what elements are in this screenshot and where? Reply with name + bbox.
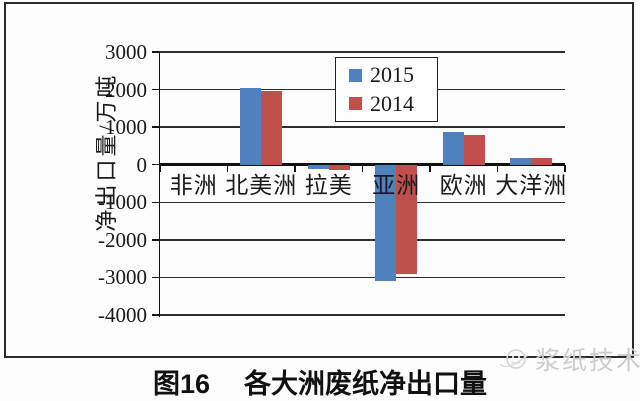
- y-tick-label--1000: -1000: [98, 190, 147, 215]
- bar-2015-大洋洲: [510, 157, 532, 165]
- figure-number: 图16: [152, 369, 211, 399]
- chart-frame: [4, 2, 634, 358]
- bar-2014-北美洲: [261, 91, 283, 165]
- gridline--3000: [160, 276, 565, 279]
- watermark: 浆纸技术: [497, 341, 640, 377]
- y-axis-title: 净出口量/万吨: [94, 72, 119, 232]
- x-category-label-亚洲: 亚洲: [372, 172, 421, 198]
- smiley-orbit-logo-icon: [499, 349, 529, 369]
- y-tick-label-2000: 2000: [105, 77, 147, 102]
- y-axis-tick-1000: [152, 126, 160, 128]
- x-category-label-拉美: 拉美: [304, 172, 353, 198]
- gridline-1000: [160, 126, 565, 128]
- chart-legend: 2015 2014: [335, 57, 438, 122]
- legend-entry-2015: 2015: [349, 64, 437, 86]
- x-axis-category-tick-5: [496, 164, 499, 172]
- y-axis-tick--1000: [152, 201, 160, 204]
- legend-swatch-2015: [349, 68, 362, 82]
- bar-2015-亚洲: [375, 164, 397, 282]
- y-axis-tick--3000: [152, 276, 160, 279]
- y-axis-line: [158, 52, 160, 317]
- y-axis-tick-0: [152, 163, 160, 166]
- y-tick-label-3000: 3000: [105, 40, 147, 64]
- x-axis-category-tick-0: [159, 164, 161, 172]
- gridline--4000: [160, 314, 565, 316]
- bar-2015-拉美: [307, 164, 329, 170]
- y-tick-label--2000: -2000: [98, 227, 147, 252]
- x-category-label-大洋洲: 大洋洲: [495, 172, 568, 198]
- x-axis-category-tick-1: [226, 164, 229, 172]
- watermark-text: 浆纸技术: [535, 348, 640, 375]
- bar-2014-大洋洲: [531, 158, 553, 165]
- y-tick-label--3000: -3000: [98, 265, 147, 290]
- bar-2014-欧洲: [463, 134, 485, 165]
- legend-label-2015: 2015: [370, 62, 414, 88]
- bar-2015-北美洲: [240, 87, 262, 165]
- gridline--2000: [160, 239, 565, 241]
- gridline-3000: [160, 51, 565, 53]
- x-axis-category-tick-6: [564, 164, 566, 172]
- x-category-label-非洲: 非洲: [169, 172, 218, 198]
- gridline--1000: [160, 201, 565, 204]
- bar-2015-欧洲: [442, 131, 464, 165]
- bar-2014-亚洲: [396, 164, 418, 274]
- x-axis-category-tick-2: [294, 164, 296, 172]
- bar-2014-拉美: [328, 164, 350, 170]
- legend-entry-2014: 2014: [349, 90, 437, 116]
- x-category-label-欧洲: 欧洲: [439, 172, 488, 198]
- legend-swatch-2014: [349, 97, 362, 111]
- y-axis-tick--2000: [152, 239, 160, 241]
- legend-label-2014: 2014: [370, 90, 414, 116]
- figure-caption: 图16 各大洲废纸净出口量: [0, 362, 640, 401]
- y-tick-label-1000: 1000: [105, 115, 147, 140]
- y-axis-tick--4000: [152, 314, 160, 316]
- figure-title: 各大洲废纸净出口量: [244, 369, 488, 399]
- y-tick-label--4000: -4000: [98, 303, 147, 327]
- y-axis-tick-2000: [152, 88, 160, 91]
- x-axis-category-tick-3: [361, 164, 364, 172]
- y-tick-label-0: 0: [136, 152, 148, 177]
- x-category-label-北美洲: 北美洲: [225, 172, 298, 198]
- y-axis-tick-3000: [152, 51, 160, 53]
- x-axis-category-tick-4: [429, 164, 431, 172]
